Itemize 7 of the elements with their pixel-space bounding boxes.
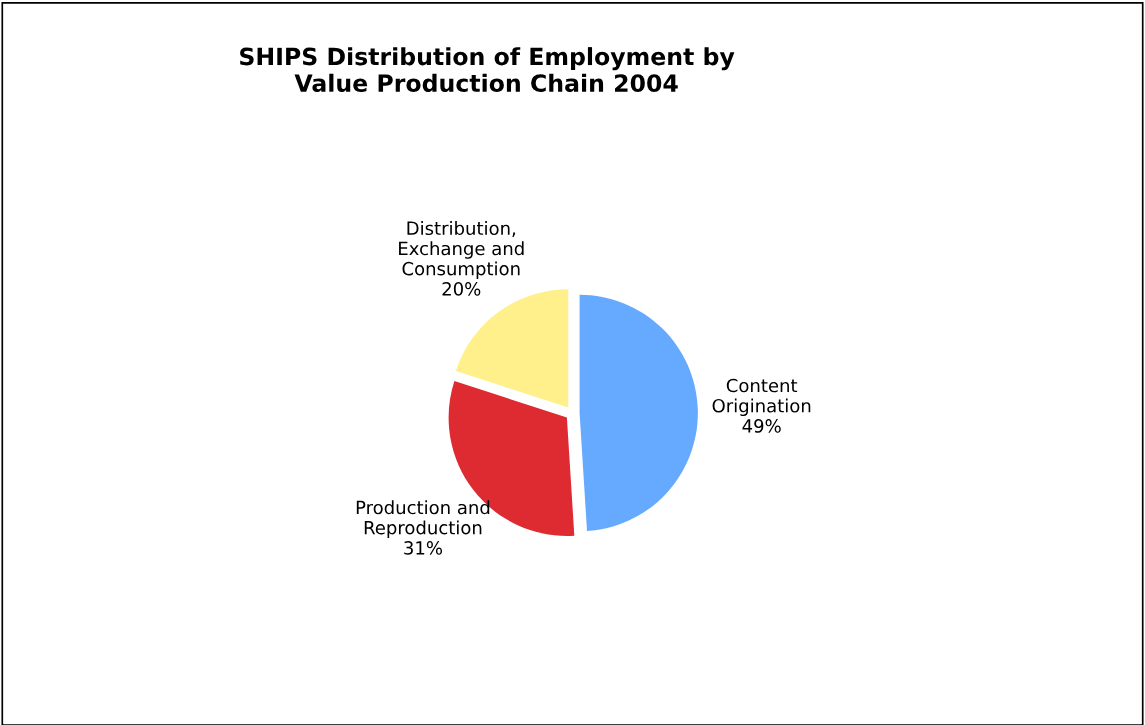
data-label: 31% [404,541,443,555]
data-label: 20% [442,282,481,296]
slice-label: Distribution, Exchange and Consumption [399,221,524,279]
chart-title: SHIPS Distribution of Employment by Value Production Chain 2004 [240,47,735,93]
slice-label: Content Origination [712,378,811,417]
data-label: 49% [742,419,781,433]
slice-label: Production and Reproduction [356,500,490,538]
